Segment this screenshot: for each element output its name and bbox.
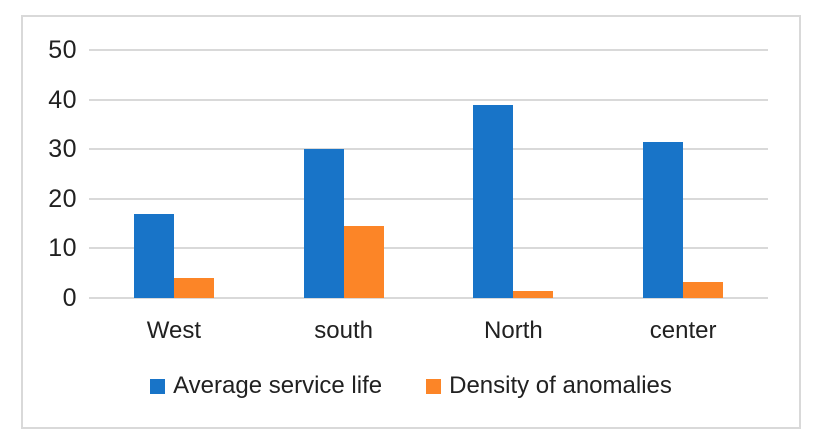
bar-series2-west	[173, 278, 214, 298]
bar-series1-center	[643, 141, 684, 298]
y-axis-tick-label: 30	[48, 135, 77, 164]
gridline	[89, 49, 768, 51]
bar-series1-south	[303, 149, 344, 298]
bar-series2-center	[683, 282, 724, 298]
legend-label: Average service life	[173, 372, 383, 399]
legend: Average service life Density of anomalies	[23, 371, 799, 401]
legend-label: Density of anomalies	[449, 372, 672, 399]
gridline	[89, 197, 768, 200]
x-axis-category-label: North	[484, 317, 543, 344]
y-axis-tick-label: 50	[48, 36, 77, 64]
legend-swatch-icon	[426, 378, 442, 394]
x-axis-category-label: south	[314, 317, 373, 344]
gridline	[89, 98, 768, 101]
y-axis-tick-label: 10	[48, 234, 77, 263]
legend-item: Density of anomalies	[426, 372, 672, 400]
x-axis-category-label: West	[146, 317, 201, 344]
y-axis-tick-label: 0	[62, 284, 77, 312]
bar-series2-north	[513, 290, 554, 298]
legend-swatch-icon	[150, 378, 166, 394]
gridline	[89, 148, 768, 151]
legend-item: Average service life	[150, 372, 382, 400]
bar-series1-north	[473, 104, 514, 298]
bar-series1-west	[133, 213, 174, 298]
gridline	[89, 247, 768, 250]
y-axis-tick-label: 20	[48, 184, 77, 213]
gridline	[89, 297, 768, 299]
bar-series2-south	[343, 226, 384, 298]
x-axis-category-label: center	[649, 317, 717, 344]
y-axis-tick-label: 40	[48, 85, 77, 114]
chart-frame: 0 10 20 30 40 50 West south North center Average …	[21, 15, 801, 429]
